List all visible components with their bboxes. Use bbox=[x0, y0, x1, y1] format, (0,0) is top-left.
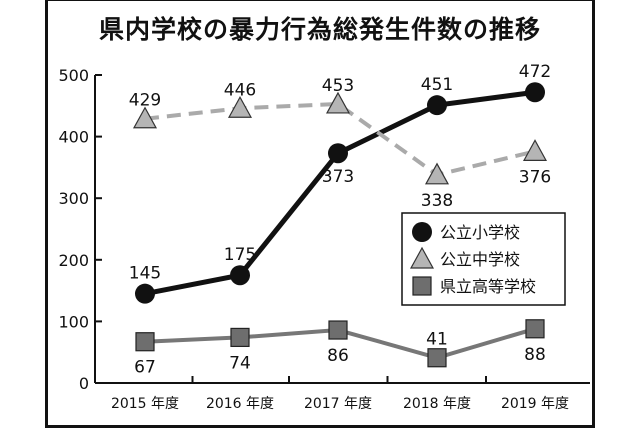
legend-label: 県立高等学校 bbox=[440, 277, 536, 296]
x-tick-label: 2017 年度 bbox=[304, 396, 372, 412]
data-label: 373 bbox=[322, 167, 354, 187]
data-point bbox=[328, 143, 348, 164]
x-tick-label: 2018 年度 bbox=[403, 396, 471, 412]
y-tick-label: 200 bbox=[58, 251, 89, 270]
data-label: 429 bbox=[129, 91, 161, 111]
data-label: 175 bbox=[224, 245, 256, 265]
x-tick-label: 2016 年度 bbox=[206, 396, 274, 412]
data-point bbox=[135, 332, 155, 352]
data-label: 74 bbox=[229, 353, 251, 373]
legend-marker bbox=[412, 222, 432, 242]
data-point bbox=[427, 95, 447, 116]
data-point bbox=[525, 319, 545, 339]
data-point bbox=[230, 265, 250, 286]
data-label: 86 bbox=[327, 346, 349, 366]
data-label: 451 bbox=[421, 75, 453, 95]
data-point bbox=[328, 320, 348, 340]
data-point bbox=[230, 327, 250, 348]
data-point bbox=[135, 283, 155, 304]
data-point bbox=[424, 162, 450, 185]
y-tick-label: 300 bbox=[58, 189, 89, 208]
y-tick-label: 0 bbox=[79, 374, 89, 393]
legend-marker bbox=[409, 246, 435, 269]
y-tick-label: 400 bbox=[58, 128, 89, 147]
data-label: 145 bbox=[129, 264, 161, 284]
data-label: 67 bbox=[134, 358, 156, 378]
legend-marker bbox=[412, 276, 432, 296]
data-label: 376 bbox=[519, 167, 551, 187]
y-tick-label: 100 bbox=[58, 312, 89, 331]
data-label: 338 bbox=[421, 191, 453, 211]
chart-title: 県内学校の暴力行為総発生件数の推移 bbox=[98, 15, 541, 44]
x-tick-label: 2019 年度 bbox=[501, 396, 569, 412]
data-label: 472 bbox=[519, 62, 551, 82]
data-point bbox=[522, 139, 548, 161]
data-label: 453 bbox=[322, 76, 354, 96]
series-line-2 bbox=[144, 101, 536, 177]
legend-label: 公立小学校 bbox=[440, 223, 520, 242]
data-point bbox=[525, 82, 545, 103]
data-point bbox=[227, 96, 253, 118]
data-point bbox=[132, 106, 158, 129]
data-point bbox=[427, 348, 447, 368]
data-label: 446 bbox=[224, 80, 256, 100]
data-label: 88 bbox=[524, 345, 546, 365]
data-point bbox=[325, 91, 351, 114]
x-tick-label: 2015 年度 bbox=[111, 396, 179, 412]
data-label: 41 bbox=[426, 330, 448, 350]
y-tick-label: 500 bbox=[58, 66, 89, 85]
legend-label: 公立中学校 bbox=[440, 250, 520, 269]
